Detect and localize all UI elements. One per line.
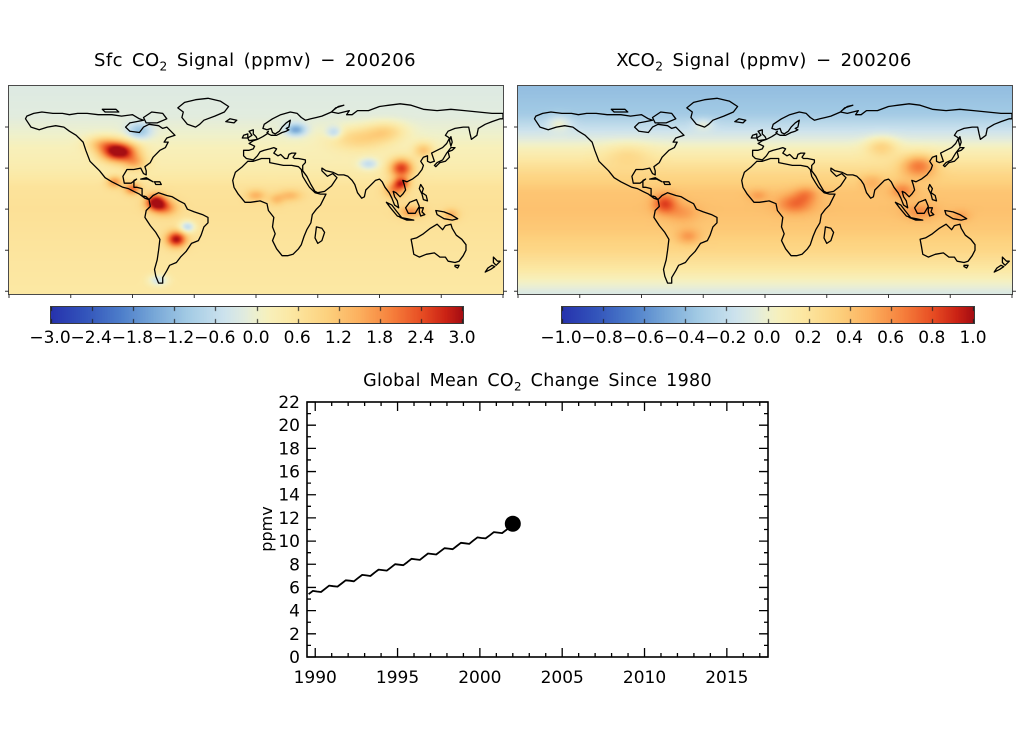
x-axis-tick-label: 2015	[705, 668, 748, 688]
plot-frame	[306, 401, 769, 658]
sfc-colorbar	[50, 306, 464, 324]
y-axis-tick-label: 2	[289, 625, 300, 645]
x-axis-tick-label: 2010	[623, 668, 666, 688]
sfc-title-text2: Signal (ppmv) − 200206	[167, 50, 416, 71]
timeseries-title-subscript: 2	[513, 379, 522, 394]
xco2-map-title: XCO2 Signal (ppmv) − 200206	[517, 50, 1011, 74]
colorbar-tick-label: −1.0	[540, 328, 582, 348]
colorbar-tick-label: 0.0	[753, 328, 781, 348]
xco2-colorbar-labels: −1.0 −0.8 −0.6 −0.4 −0.2 0.0 0.2 0.4 0.6 0.8 1.0	[540, 328, 986, 350]
coastline-path	[533, 97, 1012, 284]
xco2-title-text2: Signal (ppmv) − 200206	[663, 50, 912, 71]
timeseries-title: Global Mean CO2 Change Since 1980	[307, 371, 768, 394]
colorbar-tick-label: −0.8	[581, 328, 623, 348]
coastline-path	[24, 97, 503, 284]
colorbar-tick-label: −0.4	[663, 328, 706, 348]
colorbar-tick-label: 2.4	[407, 328, 435, 348]
y-axis-tick-label: 4	[289, 602, 300, 622]
colorbar-tick-label: 0.0	[242, 328, 270, 348]
y-axis-tick-label: 6	[289, 578, 300, 598]
sfc-title-text: Sfc CO	[94, 50, 160, 71]
colorbar-tick-label: −3.0	[29, 328, 71, 348]
co2-trend-line	[308, 523, 514, 595]
colorbar-tick-label: 0.8	[918, 328, 946, 348]
colorbar-tick-label: 0.2	[794, 328, 822, 348]
x-axis-tick-label: 2000	[458, 668, 501, 688]
xco2-coastline-overlay	[514, 97, 1016, 298]
sfc-map-title: Sfc CO2 Signal (ppmv) − 200206	[8, 50, 502, 74]
sfc-co2-map	[5, 85, 507, 298]
xco2-title-subscript: 2	[655, 59, 664, 74]
colorbar-tick-label: 0.6	[283, 328, 311, 348]
y-axis-tick-label: 0	[289, 648, 300, 668]
y-axis-tick-label: 14	[278, 486, 300, 506]
map-graticule-ticks	[5, 126, 507, 298]
sfc-coastline-overlay	[5, 97, 507, 298]
x-axis-tick-label: 2005	[541, 668, 584, 688]
xco2-map	[514, 85, 1016, 298]
xco2-title-text: XCO	[616, 50, 656, 71]
colorbar-tick-label: 1.8	[366, 328, 394, 348]
colorbar-tick-label: −0.2	[705, 328, 747, 348]
x-axis-tick-label: 1990	[294, 668, 337, 688]
timeseries-title-text2: Change Since 1980	[521, 371, 712, 391]
y-axis-tick-label: 22	[278, 393, 300, 413]
co2-timeseries-chart: 1990 1995 2000 2005 2010 2015 0 2 4 6 8 10 12 14 16 18 2…	[278, 393, 769, 688]
y-axis-tick-label: 8	[289, 555, 300, 575]
sfc-colorbar-labels: −3.0 −2.4 −1.8 −1.2 −0.6 0.0 0.6 1.2 1.8 2.4 3.0	[29, 328, 475, 350]
axis-ticks	[307, 401, 768, 658]
latest-value-marker	[504, 515, 521, 532]
colorbar-tick-label: −0.6	[194, 328, 236, 348]
colorbar-tick-label: −1.8	[111, 328, 154, 348]
x-axis-tick-label: 1995	[376, 668, 419, 688]
colorbar-tick-label: −0.6	[622, 328, 665, 348]
colorbar-tick-label: 1.2	[324, 328, 352, 348]
colorbar-tick-label: −1.2	[152, 328, 195, 348]
y-axis-tick-label: 16	[278, 463, 300, 483]
y-axis-tick-label: 12	[278, 509, 300, 529]
y-axis-tick-label: 10	[278, 532, 300, 552]
colorbar-tick-label: 0.6	[877, 328, 905, 348]
timeseries-title-text: Global Mean CO	[363, 371, 514, 391]
y-axis-tick-label: 18	[278, 439, 300, 459]
y-axis-tick-label: 20	[278, 416, 300, 436]
colorbar-tick-label: 3.0	[448, 328, 476, 348]
sfc-title-subscript: 2	[159, 59, 168, 74]
xco2-colorbar	[561, 306, 975, 324]
colorbar-tick-label: 1.0	[959, 328, 987, 348]
colorbar-tick-label: 0.4	[835, 328, 863, 348]
colorbar-tick-label: −2.4	[70, 328, 112, 348]
map-graticule-ticks	[514, 126, 1016, 298]
